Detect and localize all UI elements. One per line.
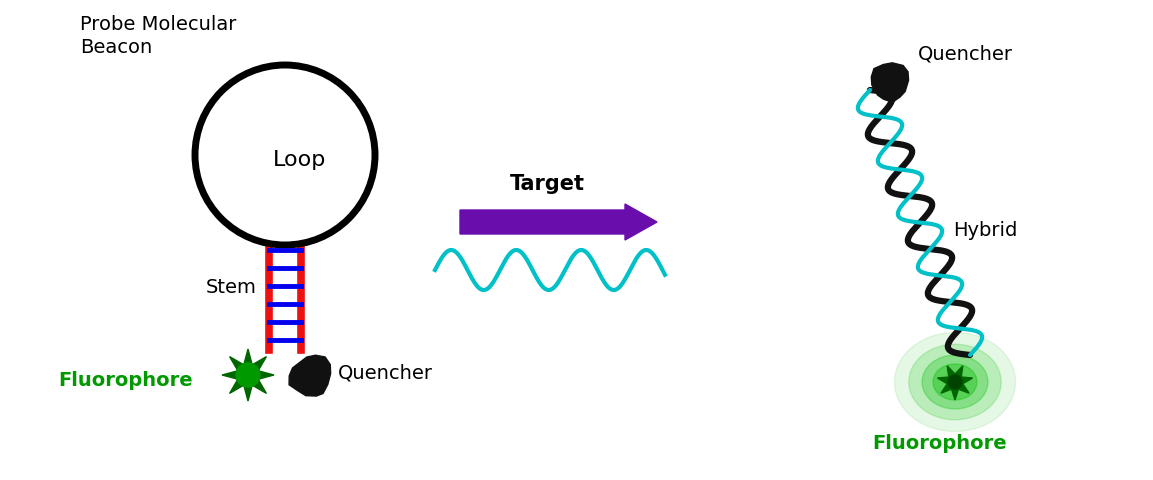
Text: Probe Molecular
Beacon: Probe Molecular Beacon: [80, 15, 236, 58]
Ellipse shape: [895, 333, 1016, 432]
Text: Fluorophore: Fluorophore: [873, 434, 1008, 453]
Polygon shape: [289, 355, 331, 396]
Text: Target: Target: [510, 174, 585, 194]
Polygon shape: [937, 366, 972, 400]
Text: Loop: Loop: [273, 150, 326, 170]
Ellipse shape: [909, 344, 1001, 420]
Text: Fluorophore: Fluorophore: [59, 371, 193, 389]
Text: Stem: Stem: [206, 278, 257, 297]
Polygon shape: [223, 349, 274, 401]
Text: Quencher: Quencher: [918, 45, 1013, 64]
Ellipse shape: [933, 364, 977, 400]
Circle shape: [236, 363, 259, 387]
Polygon shape: [872, 63, 909, 102]
Text: Quencher: Quencher: [338, 363, 434, 383]
Ellipse shape: [922, 355, 988, 409]
Text: Hybrid: Hybrid: [954, 221, 1017, 240]
Circle shape: [948, 375, 962, 389]
FancyArrow shape: [460, 204, 657, 240]
